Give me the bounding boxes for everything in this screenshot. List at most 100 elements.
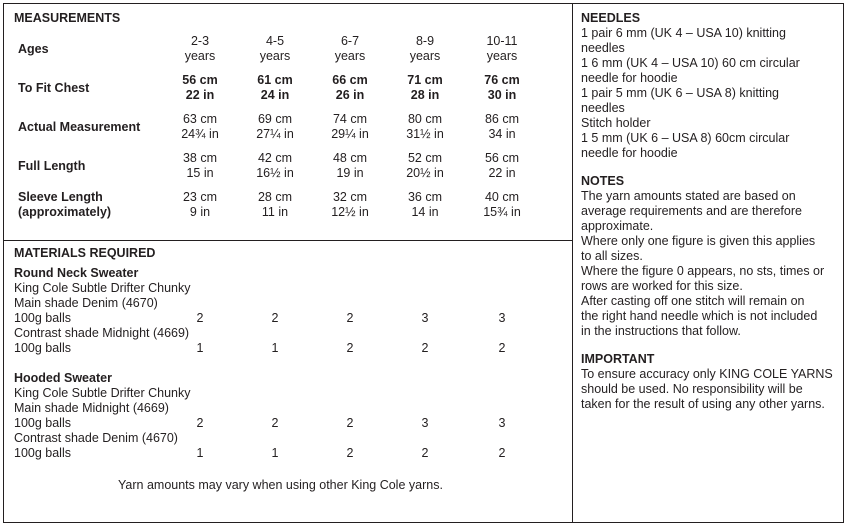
- cell-cm: 56 cm: [484, 151, 520, 165]
- hooded-contrast-balls: 1: [271, 446, 279, 460]
- row-label-sub: (approximately): [18, 205, 112, 219]
- section-divider: [3, 240, 573, 241]
- round-neck-contrast-balls: 1: [196, 341, 204, 355]
- cell-in: 29¼ in: [331, 127, 369, 141]
- row-label: Full Length: [18, 159, 86, 173]
- needles-line: 1 pair 6 mm (UK 4 – USA 10) knitting: [581, 26, 786, 40]
- notes-line: After casting off one stitch will remain…: [581, 294, 805, 308]
- round-neck-title: Round Neck Sweater: [14, 266, 139, 280]
- cell-in: 15¾ in: [483, 205, 521, 219]
- needles-line: needles: [581, 41, 625, 55]
- cell-cm: 38 cm: [182, 151, 218, 165]
- hooded-title: Hooded Sweater: [14, 371, 112, 385]
- cell-in: 16½ in: [256, 166, 294, 180]
- cell-in: 15 in: [186, 166, 214, 180]
- needles-line: needle for hoodie: [581, 146, 678, 160]
- size-label: 10-11: [486, 34, 518, 48]
- needles-line: 1 5 mm (UK 6 – USA 8) 60cm circular: [581, 131, 790, 145]
- round-neck-main-balls: 2: [196, 311, 204, 325]
- important-line: should be used. No responsibility will b…: [581, 382, 803, 396]
- cell-cm: 56 cm: [182, 73, 218, 87]
- cell-in: 31½ in: [406, 127, 444, 141]
- materials-heading: MATERIALS REQUIRED: [14, 246, 156, 260]
- cell-cm: 28 cm: [257, 190, 293, 204]
- size-label-years: years: [334, 49, 366, 63]
- cell-in: 34 in: [488, 127, 516, 141]
- round-neck-main-balls: 2: [271, 311, 279, 325]
- notes-line: average requirements and are therefore: [581, 204, 802, 218]
- notes-line: The yarn amounts stated are based on: [581, 189, 796, 203]
- cell-in: 11 in: [261, 205, 289, 219]
- round-neck-contrast-balls: 2: [498, 341, 506, 355]
- cell-in: 26 in: [335, 88, 365, 102]
- size-label-years: years: [184, 49, 216, 63]
- cell-cm: 52 cm: [407, 151, 443, 165]
- size-label: 8-9: [415, 34, 435, 48]
- column-divider: [572, 3, 573, 523]
- cell-cm: 66 cm: [332, 73, 368, 87]
- cell-in: 24 in: [260, 88, 290, 102]
- cell-cm: 71 cm: [407, 73, 443, 87]
- row-label: Actual Measurement: [18, 120, 141, 134]
- hooded-main-balls: 2: [196, 416, 204, 430]
- needles-line: needles: [581, 101, 625, 115]
- hooded-contrast-balls-label: 100g balls: [14, 446, 71, 460]
- cell-in: 14 in: [411, 205, 439, 219]
- cell-cm: 69 cm: [257, 112, 293, 126]
- hooded-contrast-balls: 1: [196, 446, 204, 460]
- round-neck-contrast-balls: 2: [346, 341, 354, 355]
- hooded-contrast-shade: Contrast shade Denim (4670): [14, 431, 178, 445]
- hooded-contrast-balls: 2: [421, 446, 429, 460]
- cell-in: 19 in: [336, 166, 364, 180]
- size-label: 4-5: [265, 34, 285, 48]
- size-label: 2-3: [190, 34, 210, 48]
- cell-cm: 63 cm: [182, 112, 218, 126]
- round-neck-main-balls: 3: [421, 311, 429, 325]
- hooded-contrast-balls: 2: [498, 446, 506, 460]
- round-neck-main-balls: 3: [498, 311, 506, 325]
- important-line: To ensure accuracy only KING COLE YARNS: [581, 367, 833, 381]
- size-label-years: years: [409, 49, 441, 63]
- size-label-years: years: [259, 49, 291, 63]
- notes-line: in the instructions that follow.: [581, 324, 741, 338]
- cell-in: 30 in: [487, 88, 517, 102]
- size-label-years: years: [486, 49, 518, 63]
- round-neck-contrast-balls-label: 100g balls: [14, 341, 71, 355]
- notes-heading: NOTES: [581, 174, 625, 188]
- cell-cm: 32 cm: [332, 190, 368, 204]
- notes-line: to all sizes.: [581, 249, 643, 263]
- cell-cm: 74 cm: [332, 112, 368, 126]
- round-neck-main-balls: 2: [346, 311, 354, 325]
- round-neck-main-shade: Main shade Denim (4670): [14, 296, 158, 310]
- round-neck-yarn: King Cole Subtle Drifter Chunky: [14, 281, 191, 295]
- hooded-contrast-balls: 2: [346, 446, 354, 460]
- cell-cm: 36 cm: [407, 190, 443, 204]
- round-neck-contrast-balls: 2: [421, 341, 429, 355]
- cell-in: 27¼ in: [256, 127, 294, 141]
- cell-cm: 76 cm: [484, 73, 520, 87]
- cell-in: 9 in: [189, 205, 211, 219]
- hooded-main-balls: 3: [498, 416, 506, 430]
- page-frame: [3, 3, 844, 523]
- size-label: 6-7: [340, 34, 360, 48]
- cell-in: 22 in: [185, 88, 215, 102]
- yarn-footnote: Yarn amounts may vary when using other K…: [118, 478, 443, 492]
- ages-label: Ages: [18, 42, 49, 56]
- notes-line: Where the figure 0 appears, no sts, time…: [581, 264, 825, 278]
- cell-cm: 61 cm: [257, 73, 293, 87]
- notes-line: the right hand needle which is not inclu…: [581, 309, 818, 323]
- needles-line: Stitch holder: [581, 116, 651, 130]
- needles-heading: NEEDLES: [581, 11, 641, 25]
- important-line: taken for the result of using any other …: [581, 397, 825, 411]
- round-neck-contrast-shade: Contrast shade Midnight (4669): [14, 326, 190, 340]
- cell-cm: 86 cm: [484, 112, 520, 126]
- measurements-heading: MEASUREMENTS: [14, 11, 121, 25]
- round-neck-contrast-balls: 1: [271, 341, 279, 355]
- hooded-main-balls: 3: [421, 416, 429, 430]
- cell-cm: 42 cm: [257, 151, 293, 165]
- hooded-main-balls-label: 100g balls: [14, 416, 71, 430]
- needles-line: 1 pair 5 mm (UK 6 – USA 8) knitting: [581, 86, 779, 100]
- needles-line: 1 6 mm (UK 4 – USA 10) 60 cm circular: [581, 56, 800, 70]
- notes-line: Where only one figure is given this appl…: [581, 234, 816, 248]
- cell-cm: 80 cm: [407, 112, 443, 126]
